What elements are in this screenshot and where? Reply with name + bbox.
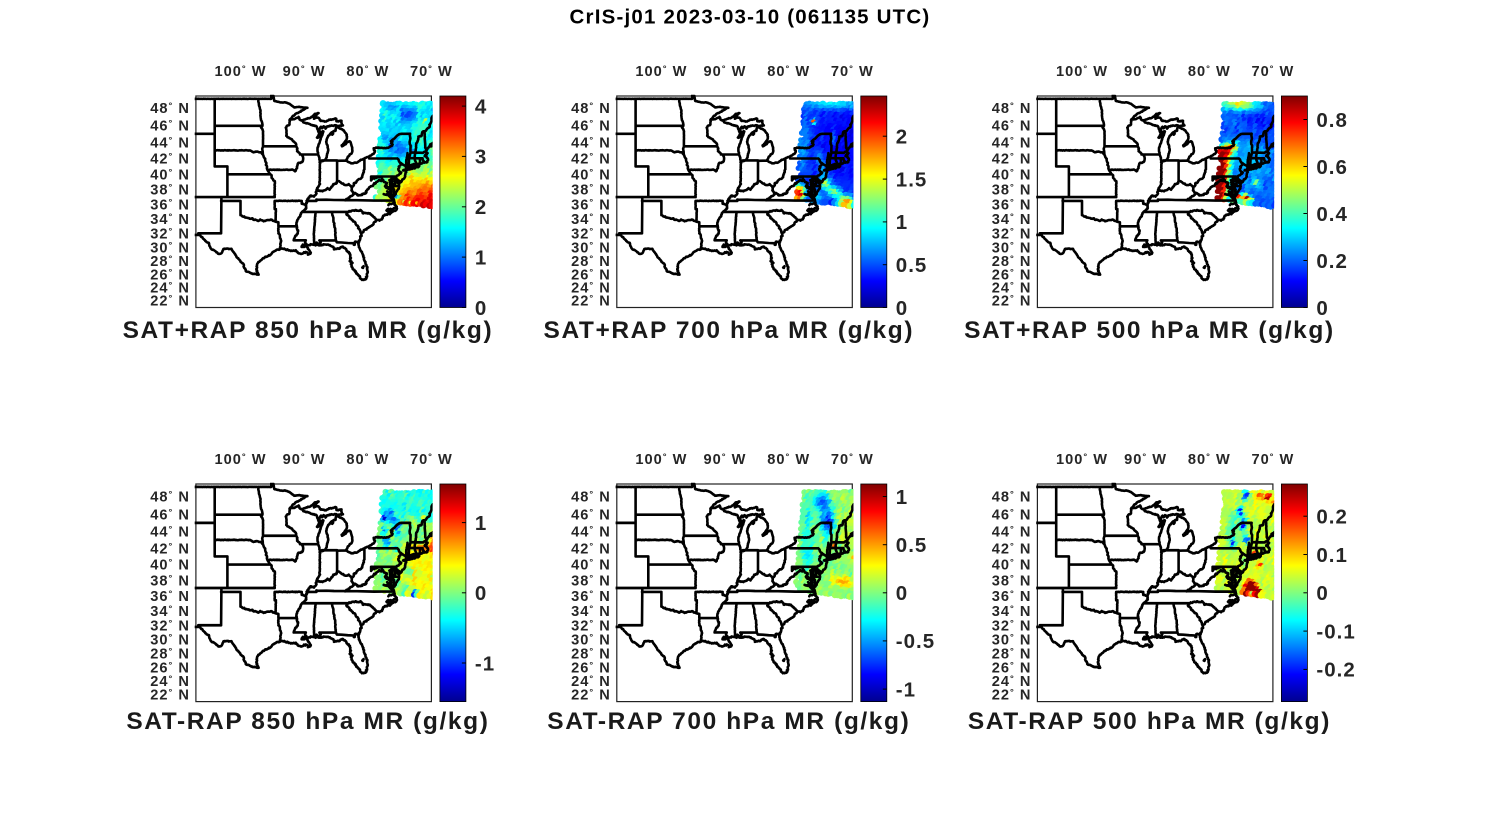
svg-text:2: 2: [475, 196, 487, 219]
svg-text:0: 0: [1316, 297, 1328, 320]
svg-text:SAT+RAP 700 hPa MR (g/kg): SAT+RAP 700 hPa MR (g/kg): [543, 317, 914, 344]
svg-text:-0.2: -0.2: [1316, 659, 1355, 682]
svg-text:1: 1: [896, 486, 908, 509]
svg-text:1: 1: [475, 246, 487, 269]
svg-text:CrIS-j01 2023-03-10 (061135 UT: CrIS-j01 2023-03-10 (061135 UTC): [570, 6, 931, 29]
svg-text:-1: -1: [475, 652, 495, 675]
svg-text:0: 0: [896, 297, 908, 320]
svg-text:SAT+RAP 850 hPa MR (g/kg): SAT+RAP 850 hPa MR (g/kg): [123, 317, 494, 344]
svg-text:1.5: 1.5: [896, 168, 928, 191]
svg-text:1: 1: [896, 211, 908, 234]
svg-text:0.1: 0.1: [1316, 544, 1348, 567]
svg-text:-1: -1: [896, 678, 916, 701]
svg-text:0.2: 0.2: [1316, 250, 1348, 273]
svg-text:-0.1: -0.1: [1316, 620, 1355, 643]
svg-text:4: 4: [475, 95, 487, 118]
svg-text:2: 2: [896, 126, 908, 149]
svg-text:0.8: 0.8: [1316, 109, 1348, 132]
svg-text:0.6: 0.6: [1316, 156, 1348, 179]
svg-text:SAT-RAP 500 hPa MR (g/kg): SAT-RAP 500 hPa MR (g/kg): [968, 708, 1331, 735]
svg-text:1: 1: [475, 512, 487, 535]
svg-text:-0.5: -0.5: [896, 630, 935, 653]
svg-text:0.5: 0.5: [896, 254, 928, 277]
svg-text:0.4: 0.4: [1316, 203, 1348, 226]
svg-text:0: 0: [475, 582, 487, 605]
svg-text:SAT+RAP 500 hPa MR (g/kg): SAT+RAP 500 hPa MR (g/kg): [964, 317, 1335, 344]
svg-text:0.2: 0.2: [1316, 506, 1348, 529]
svg-text:0: 0: [475, 297, 487, 320]
svg-text:0: 0: [896, 582, 908, 605]
svg-text:SAT-RAP 850 hPa MR (g/kg): SAT-RAP 850 hPa MR (g/kg): [126, 708, 489, 735]
svg-text:3: 3: [475, 146, 487, 169]
svg-text:0.5: 0.5: [896, 534, 928, 557]
svg-text:SAT-RAP 700 hPa MR (g/kg): SAT-RAP 700 hPa MR (g/kg): [547, 708, 910, 735]
svg-text:0: 0: [1316, 582, 1328, 605]
